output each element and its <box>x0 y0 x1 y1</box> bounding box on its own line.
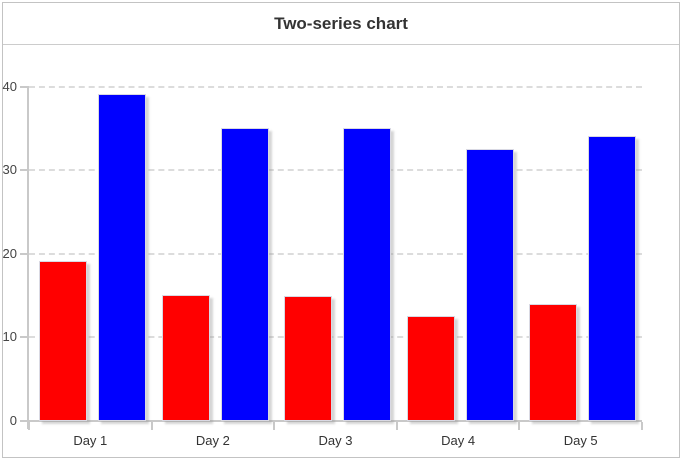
gridline-40 <box>29 85 642 88</box>
x-axis-tick-1 <box>150 422 153 430</box>
y-axis-tick-0 <box>20 420 29 422</box>
plot-area: 0 10 20 30 40 Day 1 Day 2 Day 3 Day 4 Day 5 <box>3 3 679 457</box>
x-axis-label-day-4: Day 4 <box>441 433 476 448</box>
x-axis-tick-5 <box>641 422 643 430</box>
red-bar-day-2 <box>161 294 210 421</box>
gridline-30 <box>29 169 642 172</box>
y-axis-tick-20 <box>20 252 29 255</box>
red-bar-day-4 <box>406 315 455 421</box>
x-axis-line <box>29 420 642 422</box>
chart-title: Two-series chart <box>274 14 408 33</box>
y-axis-label-30: 30 <box>2 162 17 178</box>
y-axis-label-0: 0 <box>9 413 17 428</box>
y-axis-tick-30 <box>20 169 29 172</box>
x-axis-label-day-2: Day 2 <box>195 433 230 448</box>
gridline-10 <box>29 336 642 339</box>
x-axis-label-day-1: Day 1 <box>73 433 108 448</box>
x-axis-tick-2 <box>273 422 276 430</box>
blue-bar-day-4 <box>465 149 514 421</box>
x-axis-tick-3 <box>395 422 398 430</box>
chart-header: Two-series chart <box>3 3 679 45</box>
blue-bar-day-5 <box>588 135 637 421</box>
y-axis-label-10: 10 <box>2 329 17 345</box>
gridline-20 <box>29 252 642 255</box>
red-bar-day-5 <box>529 303 578 421</box>
x-axis-tick-0 <box>28 422 30 430</box>
blue-bar-day-3 <box>343 128 392 421</box>
x-axis-tick-4 <box>518 422 521 430</box>
y-axis-tick-10 <box>20 336 29 339</box>
y-axis-line <box>27 85 29 429</box>
y-axis-tick-40 <box>20 85 29 88</box>
red-bar-day-1 <box>39 261 87 421</box>
y-axis-label-40: 40 <box>2 78 17 94</box>
red-bar-day-3 <box>284 296 333 421</box>
y-axis-label-20: 20 <box>2 245 17 261</box>
x-axis-label-day-3: Day 3 <box>318 433 353 448</box>
blue-bar-day-2 <box>220 128 269 421</box>
blue-bar-day-1 <box>98 94 146 421</box>
x-axis-label-day-5: Day 5 <box>563 433 598 448</box>
